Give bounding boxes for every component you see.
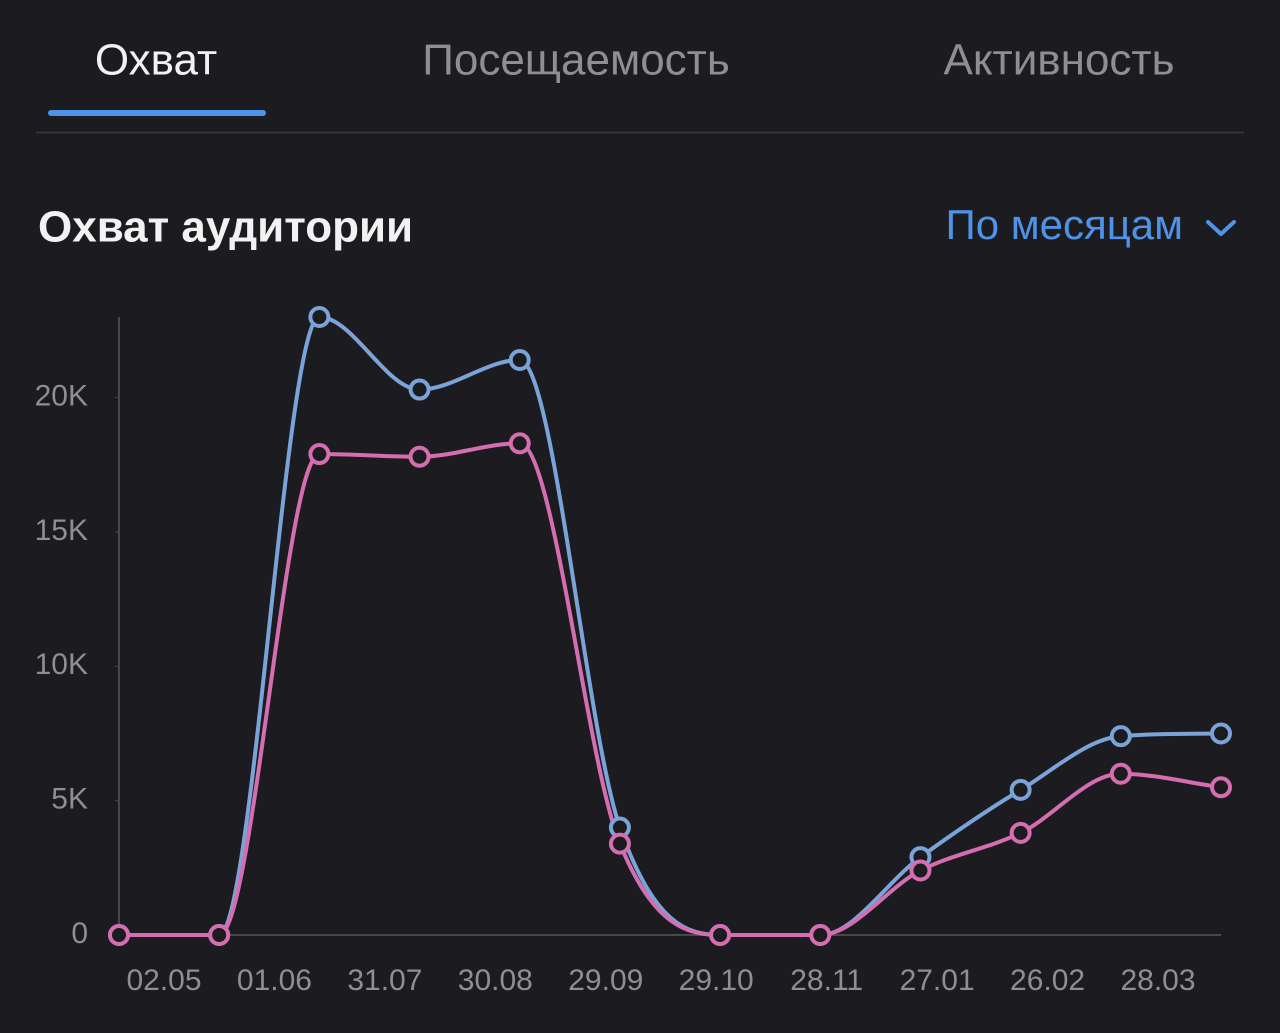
data-point	[208, 924, 231, 946]
data-point	[809, 924, 832, 946]
x-tick-label: 28.11	[790, 964, 863, 997]
data-point	[408, 378, 431, 401]
data-point	[1009, 821, 1032, 844]
data-point	[608, 832, 631, 855]
data-point	[1109, 762, 1132, 785]
data-point	[308, 443, 331, 466]
x-tick-label: 29.10	[679, 964, 754, 997]
data-point	[1009, 778, 1032, 801]
data-point	[308, 306, 331, 328]
series-line	[119, 314, 1222, 937]
data-point	[508, 348, 531, 371]
data-point	[709, 924, 732, 946]
x-tick-label: 28.03	[1120, 964, 1195, 997]
section-title: Охват аудитории	[38, 203, 413, 252]
x-tick-label: 02.05	[126, 964, 201, 997]
y-tick-label: 15K	[35, 514, 88, 547]
x-tick-label: 01.06	[237, 964, 312, 997]
x-tick-label: 27.01	[900, 964, 975, 997]
tab[interactable]: Посещаемость	[422, 36, 730, 85]
period-selector[interactable]: По месяцам	[946, 201, 1183, 248]
y-tick-label: 10K	[35, 648, 88, 681]
y-tick-label: 0	[71, 917, 88, 950]
y-tick-label: 20K	[35, 380, 88, 413]
x-tick-label: 31.07	[347, 964, 422, 997]
y-tick-label: 5K	[51, 783, 88, 816]
series-line	[119, 441, 1222, 937]
data-point	[909, 859, 932, 882]
x-tick-label: 30.08	[458, 964, 533, 997]
data-point	[408, 445, 431, 468]
data-point	[1210, 722, 1232, 745]
active-tab-indicator	[48, 110, 266, 116]
data-point	[508, 432, 531, 455]
chevron[interactable]	[1206, 220, 1236, 236]
x-tick-label: 29.09	[568, 964, 643, 997]
x-tick-label: 26.02	[1010, 964, 1085, 997]
data-point	[1210, 776, 1232, 799]
tab[interactable]: Охват	[95, 36, 217, 85]
tab[interactable]: Активность	[943, 36, 1174, 85]
data-point	[108, 924, 130, 946]
data-point	[1109, 725, 1132, 748]
